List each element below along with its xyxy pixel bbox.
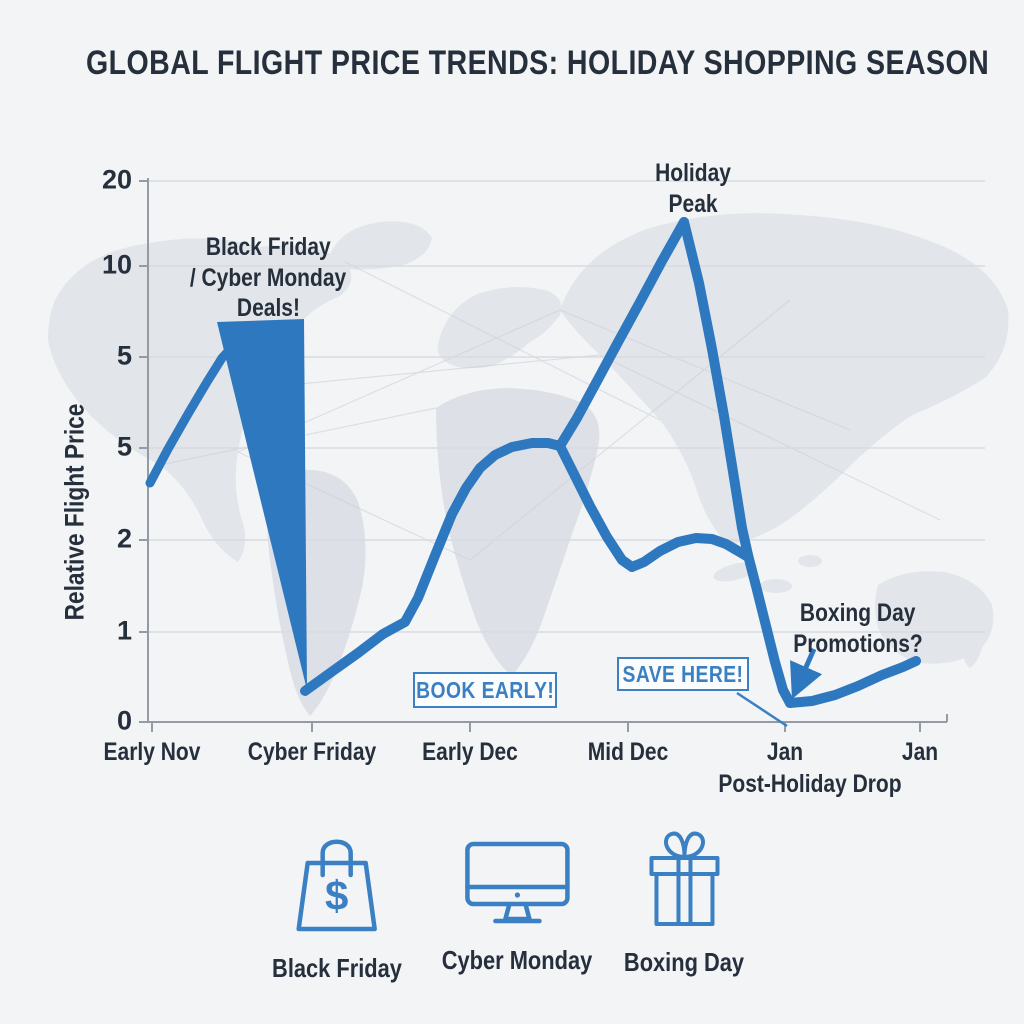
islands-new-zealand: [954, 609, 982, 668]
x-tick-label: Jan: [766, 738, 804, 766]
islands-sea: [798, 555, 822, 567]
gift-icon: [646, 828, 722, 933]
x-tick-label: Jan: [901, 738, 939, 766]
y-tick-label: 1: [116, 615, 132, 646]
y-axis-label: Relative Flight Price: [59, 403, 90, 621]
page-title: GLOBAL FLIGHT PRICE TRENDS: HOLIDAY SHOP…: [86, 44, 990, 82]
legend-label: Cyber Monday: [441, 945, 593, 975]
y-tick-label: 2: [116, 523, 132, 554]
book-early-callout: BOOK EARLY!: [413, 672, 557, 708]
price-line-final-drop: [743, 550, 795, 708]
price-line-peak-down: [679, 217, 753, 560]
continent-asia: [560, 213, 1009, 545]
islands-sea: [760, 579, 792, 593]
price-line-recovery: [300, 438, 565, 696]
legend-item-boxing-day: Boxing Day: [612, 828, 755, 978]
x-tick-label: Cyber Friday: [247, 738, 377, 766]
legend-label: Boxing Day: [623, 947, 745, 977]
y-tick-label: 20: [101, 164, 132, 195]
boxing-day-arrow-icon: [790, 647, 823, 700]
x-tick-label: Early Dec: [422, 738, 518, 766]
y-tick-label: 0: [116, 705, 132, 736]
annotation-boxing-day-promotions: Boxing Day Promotions?: [793, 599, 923, 658]
black-friday-dip-wedge: [217, 319, 307, 690]
islands-sea: [713, 562, 757, 582]
save-here-callout-tail: [736, 691, 788, 728]
price-line-branch-low: [555, 441, 753, 572]
continent-europe: [437, 286, 562, 369]
legend-label: Black Friday: [272, 953, 402, 983]
price-line-tail-rise: [785, 656, 921, 708]
legend-item-cyber-monday: Cyber Monday: [427, 840, 606, 976]
legend-item-black-friday: $ Black Friday: [260, 832, 415, 984]
x-tick-label: Mid Dec: [587, 738, 669, 766]
svg-text:$: $: [325, 872, 348, 919]
price-line-pre-curve: [145, 341, 238, 488]
x-sub-label-post-holiday-drop: Post-Holiday Drop: [718, 770, 902, 798]
x-tick-label: Early Nov: [103, 738, 201, 766]
y-tick-label: 10: [101, 249, 132, 280]
y-tick-label: 5: [116, 340, 132, 371]
monitor-icon: [460, 840, 574, 931]
price-line-branch-up: [555, 217, 689, 451]
annotation-holiday-peak: Holiday Peak: [655, 159, 731, 218]
continent-africa: [436, 388, 600, 676]
shopping-bag-icon: $: [293, 832, 381, 939]
continent-greenland: [330, 221, 432, 270]
annotation-black-friday-deals: Black Friday / Cyber Monday Deals!: [189, 233, 347, 322]
continent-australia: [875, 571, 994, 664]
y-tick-label: 5: [116, 431, 132, 462]
save-here-callout: SAVE HERE!: [617, 657, 749, 691]
